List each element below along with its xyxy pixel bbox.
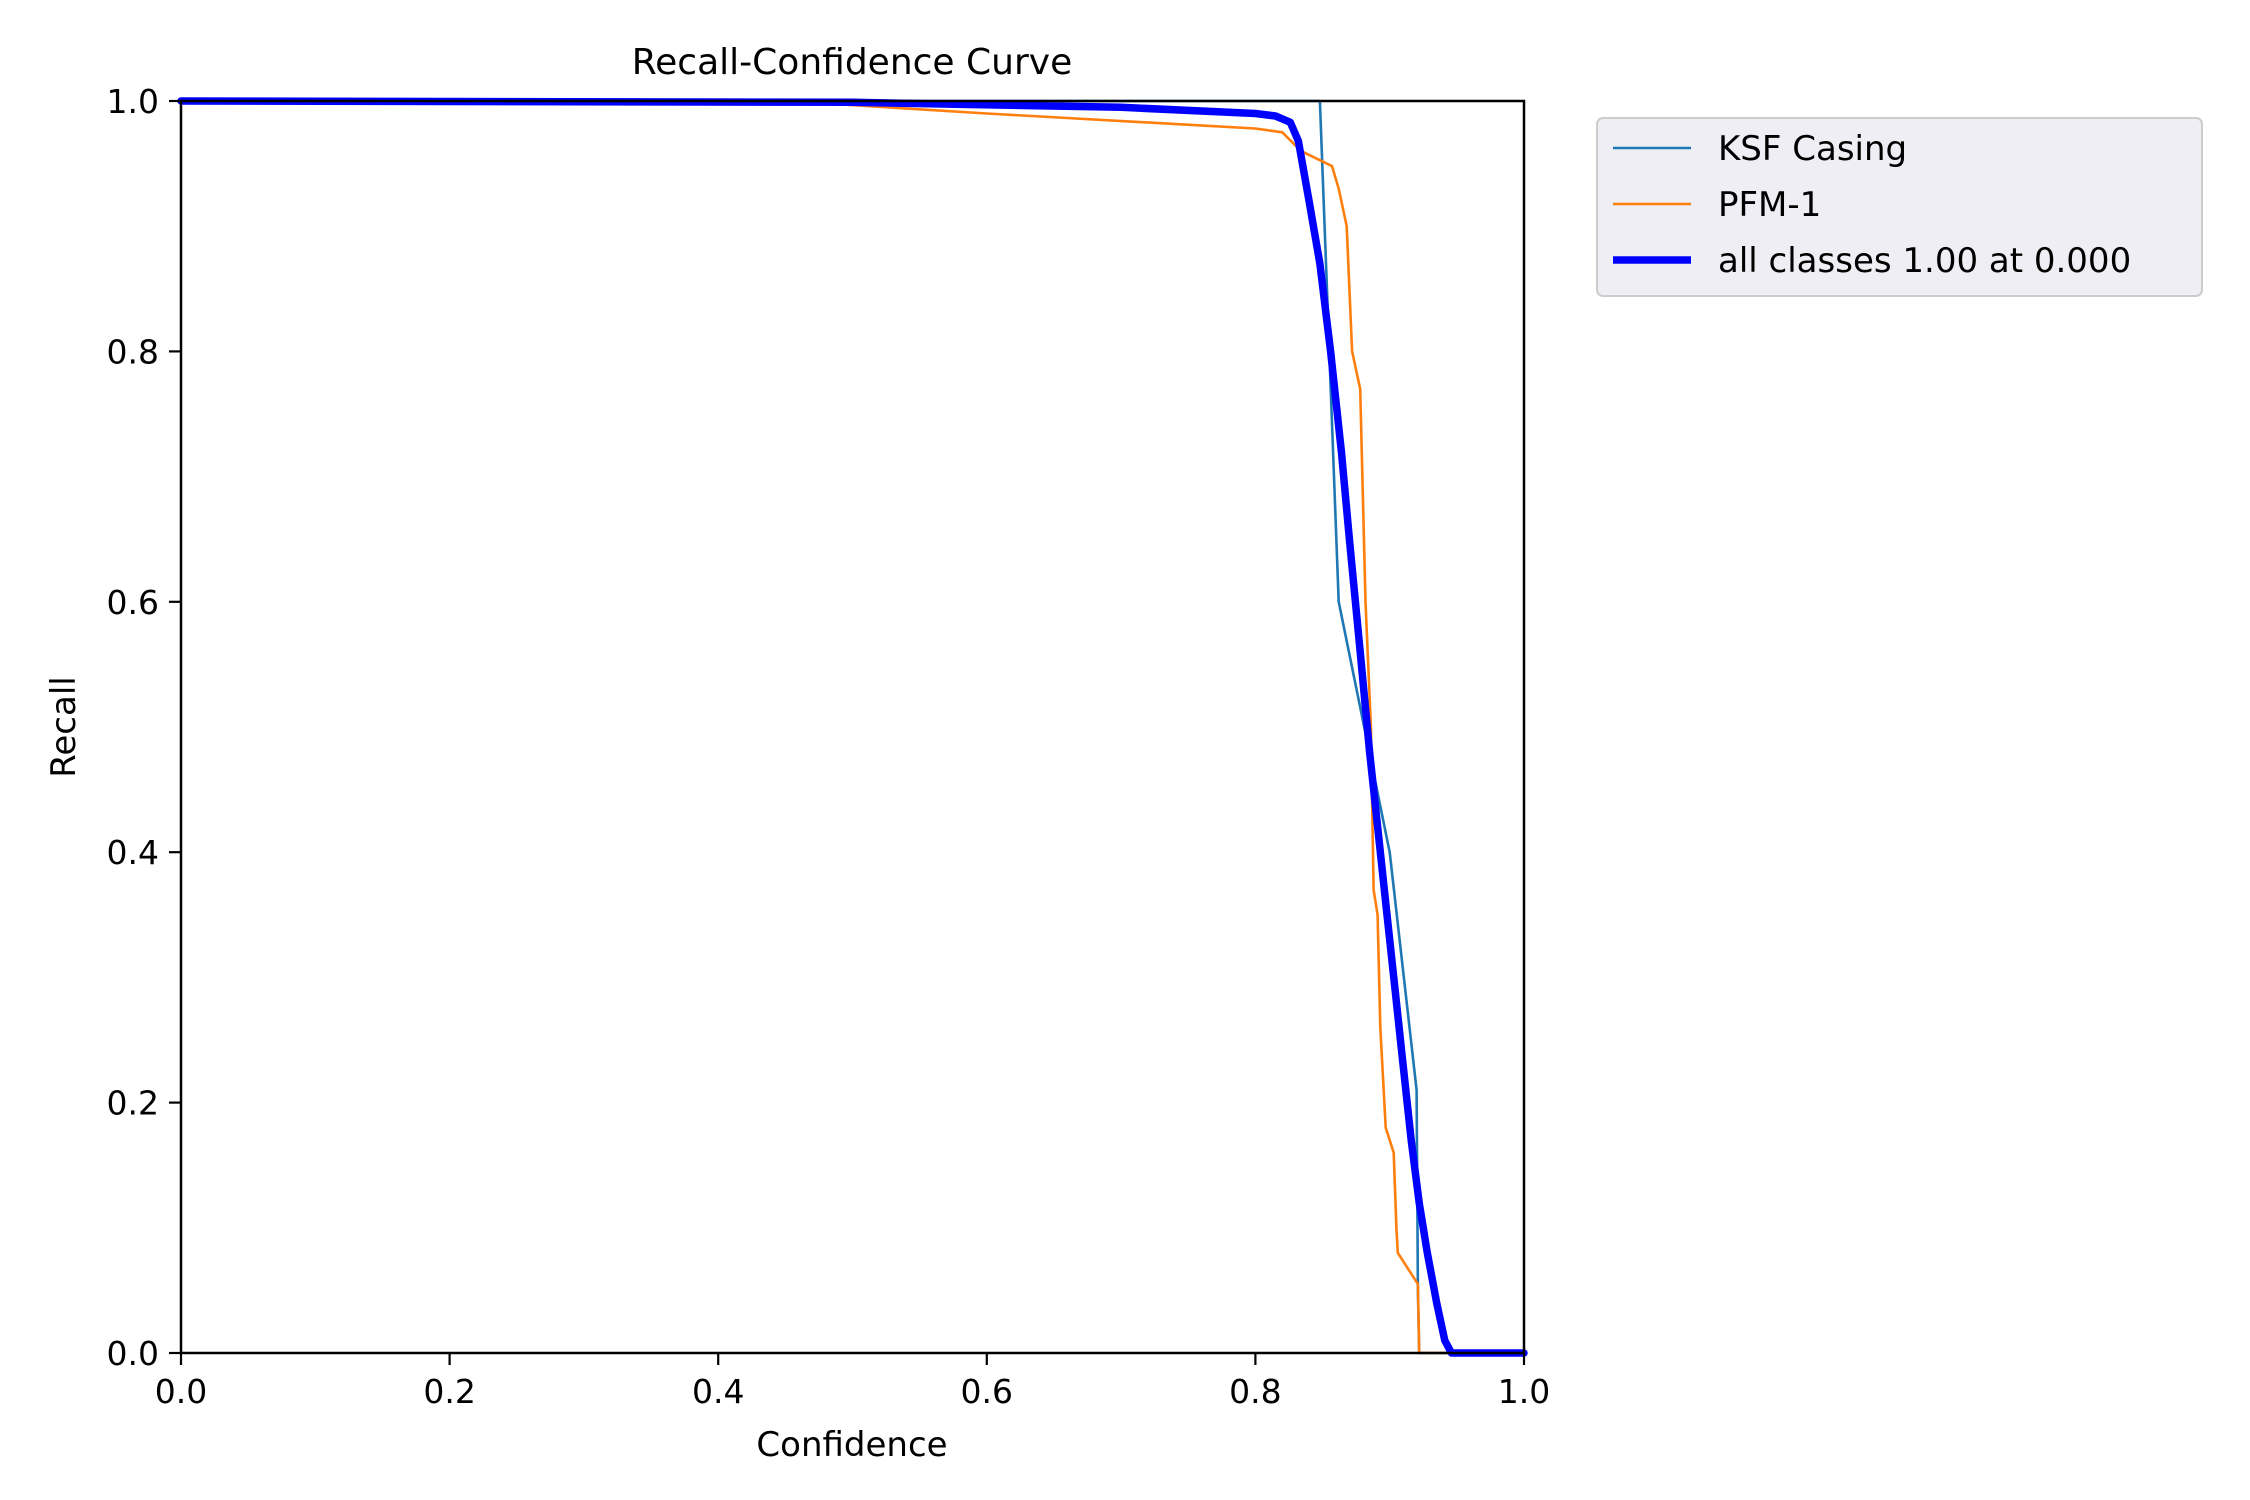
x-tick-label: 0.6 bbox=[961, 1372, 1013, 1411]
legend-label-all-classes: all classes 1.00 at 0.000 bbox=[1718, 241, 2131, 281]
y-tick-label: 0.8 bbox=[107, 332, 159, 371]
legend-label-pfm-1: PFM-1 bbox=[1718, 185, 1821, 225]
series-line-all-classes bbox=[177, 97, 1528, 1357]
x-tick-label: 0.4 bbox=[692, 1372, 744, 1411]
y-axis-label: Recall bbox=[44, 676, 84, 777]
y-tick-label: 1.0 bbox=[107, 82, 159, 121]
x-tick-label: 0.2 bbox=[423, 1372, 475, 1411]
series-line-pfm-1 bbox=[179, 99, 1526, 1355]
legend-box bbox=[1596, 117, 2203, 297]
plot-frame bbox=[179, 99, 1526, 1355]
x-axis-label: Confidence bbox=[756, 1425, 947, 1465]
series-layer bbox=[177, 97, 1528, 1357]
x-tick-label: 0.8 bbox=[1229, 1372, 1281, 1411]
chart-title: Recall-Confidence Curve bbox=[632, 42, 1072, 83]
legend-label-ksf-casing: KSF Casing bbox=[1718, 129, 1907, 169]
y-tick-label: 0.0 bbox=[107, 1334, 159, 1373]
x-axis-ticks: 0.0 0.2 0.4 0.6 0.8 1.0 bbox=[155, 1353, 1550, 1411]
y-tick-label: 0.6 bbox=[107, 583, 159, 622]
x-tick-label: 0.0 bbox=[155, 1372, 207, 1411]
y-tick-label: 0.2 bbox=[107, 1084, 159, 1123]
y-axis-ticks: 0.0 0.2 0.4 0.6 0.8 1.0 bbox=[107, 82, 181, 1373]
y-tick-label: 0.4 bbox=[107, 833, 159, 872]
x-tick-label: 1.0 bbox=[1498, 1372, 1550, 1411]
legend: KSF Casing PFM-1 all classes 1.00 at 0.000 bbox=[1596, 117, 2203, 297]
